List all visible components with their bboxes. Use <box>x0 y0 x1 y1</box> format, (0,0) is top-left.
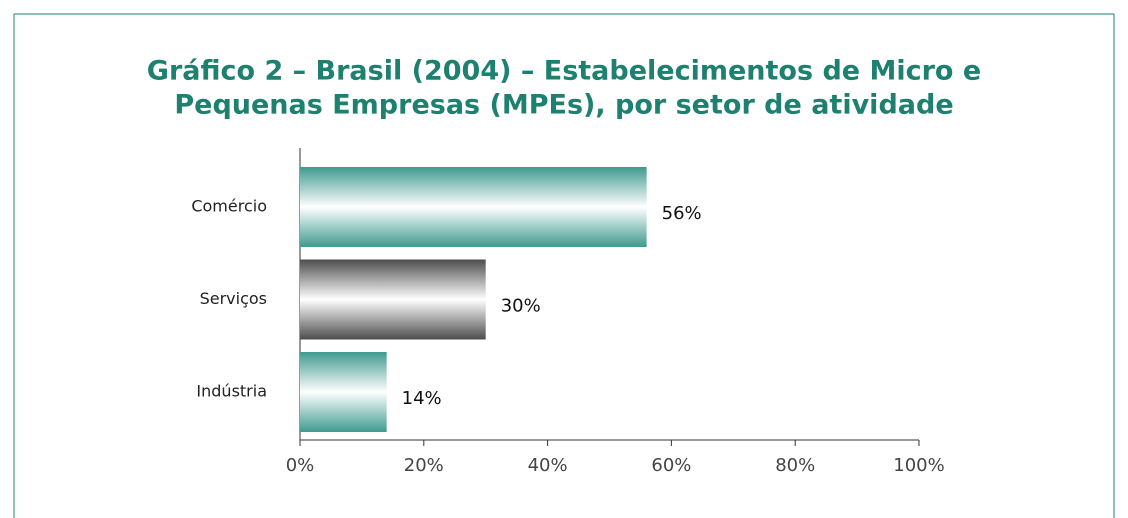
frame <box>13 13 1115 518</box>
x-tick-label: 80% <box>775 455 815 476</box>
chart-title: Pequenas Empresas (MPEs), por setor de a… <box>174 90 953 121</box>
x-tick-label: 20% <box>404 455 444 476</box>
x-tick-label: 40% <box>528 455 568 476</box>
value-label: 14% <box>402 388 442 409</box>
bar <box>300 352 387 432</box>
value-label: 56% <box>662 203 702 224</box>
x-tick-label: 0% <box>286 455 315 476</box>
x-tick-label: 60% <box>651 455 691 476</box>
bar <box>300 259 486 340</box>
category-label: Comércio <box>191 197 267 216</box>
category-label: Indústria <box>196 382 267 401</box>
bar <box>300 167 647 247</box>
value-label: 30% <box>501 296 541 317</box>
category-label: Serviços <box>200 289 267 308</box>
x-tick-label: 100% <box>893 455 944 476</box>
chart-title: Gráfico 2 – Brasil (2004) – Estabelecime… <box>147 56 981 87</box>
